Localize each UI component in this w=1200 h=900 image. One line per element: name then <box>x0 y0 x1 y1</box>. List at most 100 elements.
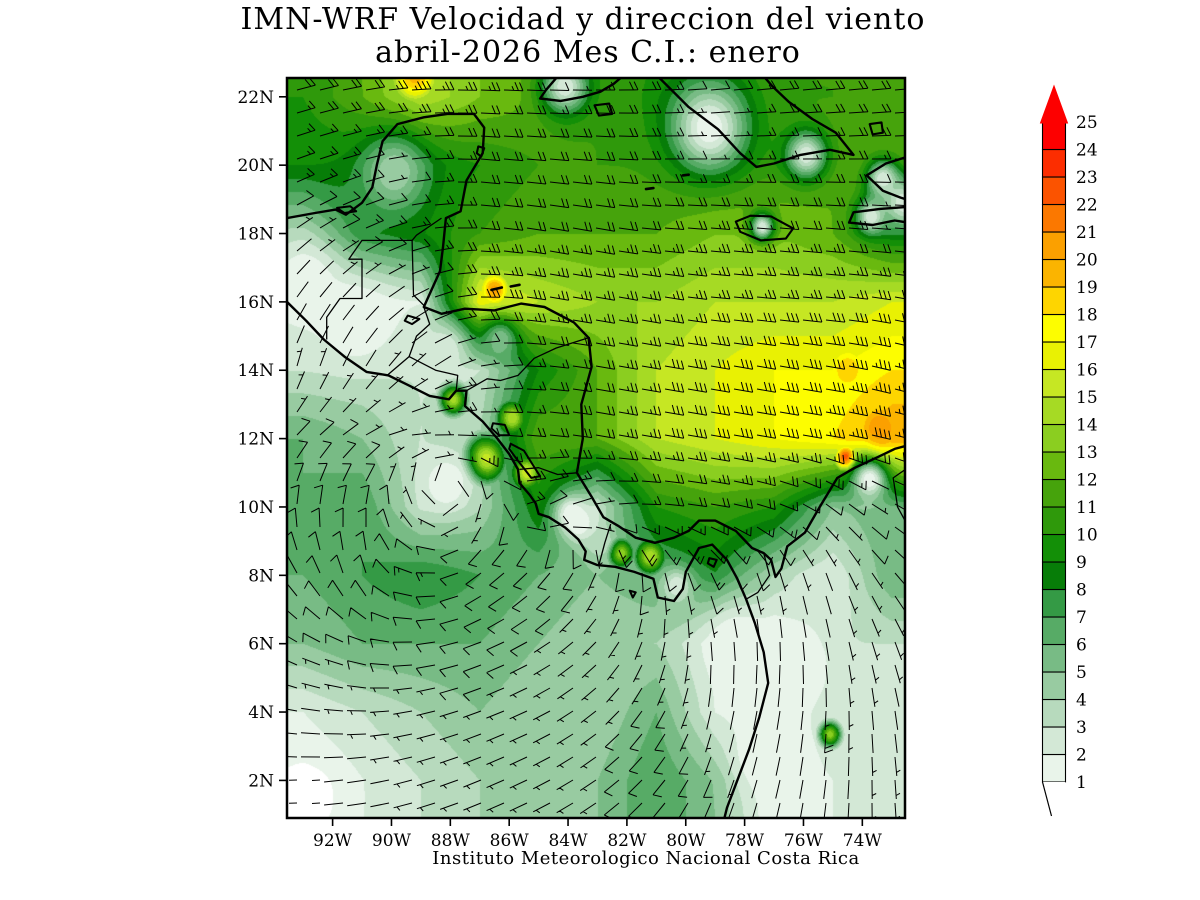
island-outline <box>706 557 718 568</box>
country-border <box>745 552 771 600</box>
colorbar-segment <box>1041 368 1067 398</box>
coastline <box>657 78 855 169</box>
colorbar-segment <box>1041 753 1067 783</box>
colorbar-label: 21 <box>1076 223 1098 243</box>
lake-outline <box>336 205 358 214</box>
islet <box>490 286 504 292</box>
lon-tick-label: 78W <box>725 831 765 851</box>
lon-tick-label: 90W <box>372 831 412 851</box>
caption-institute: Instituto Meteorologico Nacional Costa R… <box>432 848 860 869</box>
islet <box>644 186 655 191</box>
lat-tick-label: 22N <box>237 88 274 108</box>
colorbar-segment <box>1041 588 1067 618</box>
colorbar-segment <box>1041 423 1067 453</box>
colorbar-label: 2 <box>1076 746 1087 766</box>
colorbar-label: 25 <box>1076 113 1098 133</box>
page-subtitle: abril-2026 Mes C.I.: enero <box>375 35 801 70</box>
country-border <box>408 356 459 391</box>
colorbar-segment <box>1041 231 1067 261</box>
colorbar-label: 22 <box>1076 196 1098 216</box>
colorbar-label: 10 <box>1076 526 1098 546</box>
colorbar-segment <box>1041 698 1067 728</box>
colorbar-label: 11 <box>1076 498 1098 518</box>
lat-tick-label: 20N <box>237 156 274 176</box>
colorbar-label: 8 <box>1076 581 1087 601</box>
lat-tick-label: 8N <box>248 566 274 586</box>
lon-tick-label: 80W <box>666 831 706 851</box>
country-border <box>386 306 431 376</box>
lat-tick-label: 14N <box>237 361 274 381</box>
colorbar-segment <box>1041 148 1067 178</box>
map-frame <box>285 76 907 820</box>
island-outline <box>475 145 486 158</box>
latitude-axis: 22N 20N 18N 16N 14N 12N 10N 8N 6N 4N 2N <box>237 88 287 791</box>
lat-tick-label: 18N <box>237 225 274 245</box>
lat-tick-label: 4N <box>248 703 274 723</box>
lon-tick-label: 82W <box>607 831 647 851</box>
colorbar-label: 24 <box>1076 141 1098 161</box>
colorbar-label: 19 <box>1076 278 1098 298</box>
colorbar-segment <box>1041 258 1067 288</box>
country-border <box>519 467 577 476</box>
colorbar-label: 6 <box>1076 636 1087 656</box>
colorbar-label: 4 <box>1076 691 1087 711</box>
longitude-axis: 92W 90W 88W 86W 84W 82W 80W 78W 76W 74W <box>313 818 882 851</box>
island-outline <box>628 589 637 599</box>
colorbar-segment <box>1041 478 1067 508</box>
colorbar-label: 12 <box>1076 471 1098 491</box>
country-border <box>411 240 425 306</box>
island-outline <box>593 102 614 117</box>
coastline <box>847 205 905 227</box>
geography-layer <box>287 78 905 818</box>
page-title: IMN-WRF Velocidad y direccion del viento <box>240 2 926 37</box>
lon-tick-label: 86W <box>490 831 530 851</box>
colorbar-label: 7 <box>1076 608 1087 628</box>
colorbar-segment <box>1041 176 1067 206</box>
colorbar-segment <box>1041 286 1067 316</box>
lon-tick-label: 76W <box>784 831 824 851</box>
islet <box>509 283 521 288</box>
island-outline <box>734 214 795 242</box>
lat-tick-label: 16N <box>237 293 274 313</box>
colorbar-label: 9 <box>1076 553 1087 573</box>
lon-tick-label: 84W <box>548 831 588 851</box>
colorbar-segment <box>1041 726 1067 756</box>
coastline <box>287 300 770 818</box>
colorbar-label: 5 <box>1076 663 1087 683</box>
colorbar-segment <box>1041 671 1067 701</box>
map-border <box>285 76 907 820</box>
lake-outline <box>508 442 542 479</box>
colorbar-segment <box>1041 506 1067 536</box>
island-outline <box>868 121 884 136</box>
colorbar-segment <box>1041 121 1067 151</box>
lat-tick-label: 10N <box>237 498 274 518</box>
lat-tick-label: 12N <box>237 430 274 450</box>
colorbar-segment <box>1041 561 1067 591</box>
colorbar-arrow-icon <box>1039 84 1069 124</box>
lon-tick-label: 74W <box>843 831 883 851</box>
wind-barbs-layer <box>287 78 905 818</box>
lat-tick-label: 2N <box>248 771 274 791</box>
country-border <box>892 468 905 521</box>
colorbar-wedge-edge <box>1041 781 1053 817</box>
colorbar-label: 3 <box>1076 718 1087 738</box>
country-border <box>411 217 442 241</box>
country-border <box>326 239 413 340</box>
islet <box>681 173 690 177</box>
colorbar-label: 20 <box>1076 251 1098 271</box>
colorbar-label: 17 <box>1076 333 1098 353</box>
wind-speed-field-canvas <box>287 78 905 818</box>
colorbar-label: 14 <box>1076 416 1098 436</box>
colorbar-segment <box>1041 533 1067 563</box>
coastline <box>287 112 905 579</box>
wind-barb-set <box>287 78 905 818</box>
coastline <box>538 78 623 103</box>
colorbar-segment <box>1041 396 1067 426</box>
colorbar-segment <box>1041 643 1067 673</box>
colorbar-segment <box>1041 341 1067 371</box>
colorbar-label: 13 <box>1076 443 1098 463</box>
colorbar-segment <box>1041 203 1067 233</box>
colorbar-label: 15 <box>1076 388 1098 408</box>
